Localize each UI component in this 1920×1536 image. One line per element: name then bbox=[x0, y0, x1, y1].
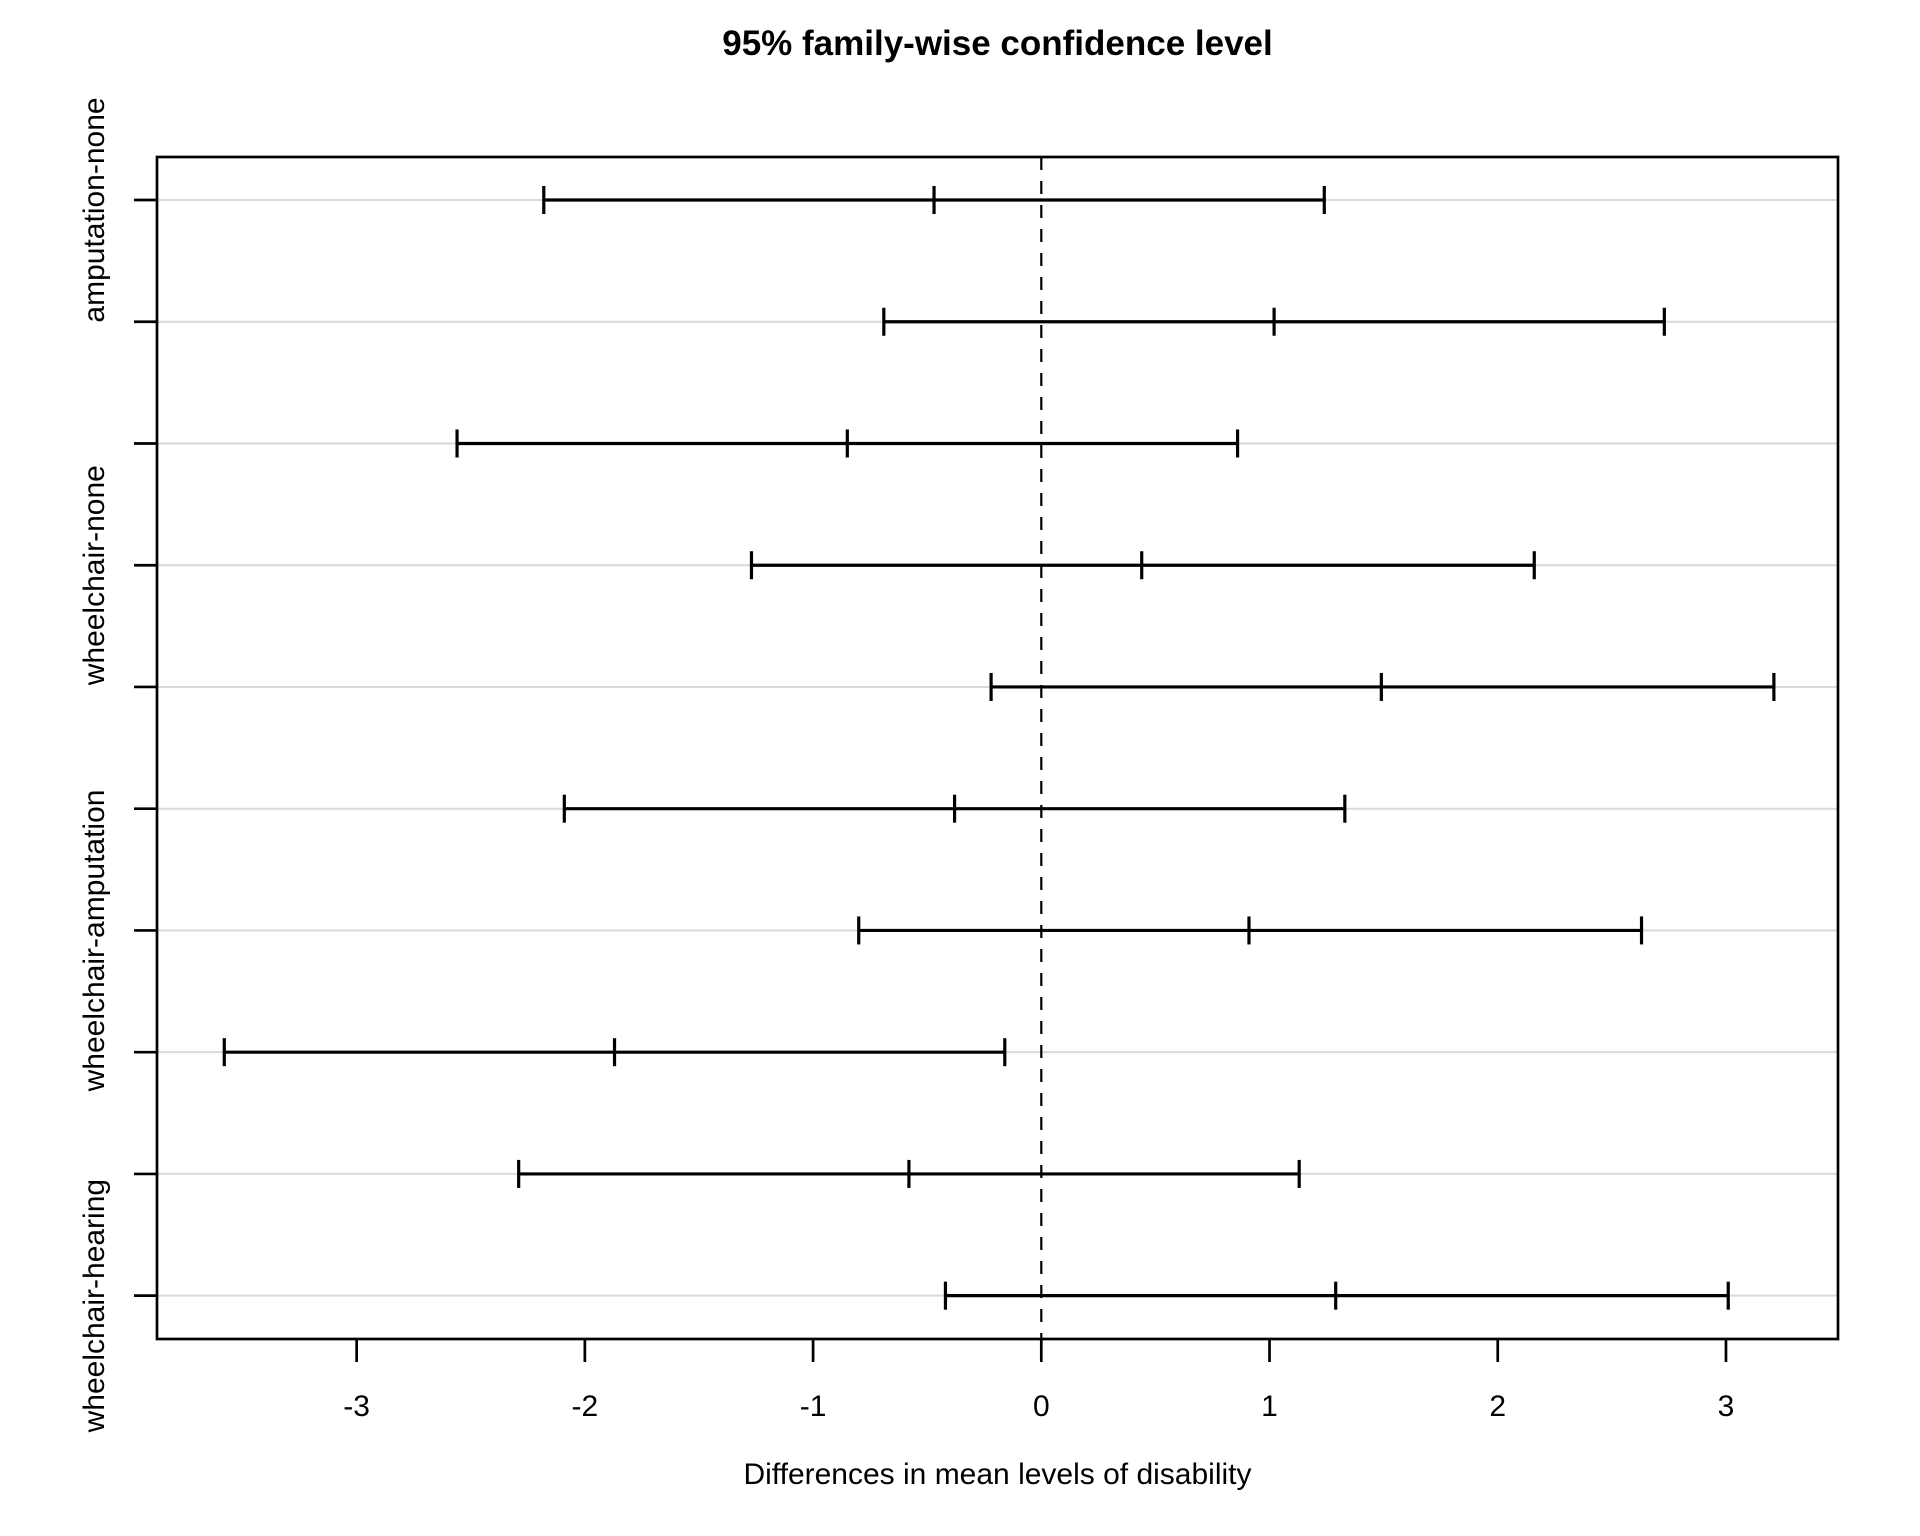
y-axis-label-amputation-none: amputation-none bbox=[78, 97, 111, 322]
x-axis-tick-label-0: 0 bbox=[1033, 1390, 1050, 1423]
x-axis-title: Differences in mean levels of disability bbox=[743, 1458, 1252, 1491]
plot-box bbox=[155, 155, 1840, 1341]
x-axis-tick-label-1: 1 bbox=[1261, 1390, 1278, 1423]
y-axis-label-wheelchair-none: wheelchair-none bbox=[78, 465, 111, 686]
x-axis-tick-label--1: -1 bbox=[800, 1390, 827, 1423]
y-axis-label-wheelchair-amputation: wheelchair-amputation bbox=[78, 790, 111, 1093]
y-axis-label-wheelchair-hearing: wheelchair-hearing bbox=[78, 1179, 111, 1433]
x-axis-tick-label--3: -3 bbox=[343, 1390, 370, 1423]
x-axis-tick-label-3: 3 bbox=[1718, 1390, 1735, 1423]
x-axis-tick-label-2: 2 bbox=[1489, 1390, 1506, 1423]
chart-title: 95% family-wise confidence level bbox=[722, 24, 1273, 63]
x-axis-tick-label--2: -2 bbox=[572, 1390, 599, 1423]
